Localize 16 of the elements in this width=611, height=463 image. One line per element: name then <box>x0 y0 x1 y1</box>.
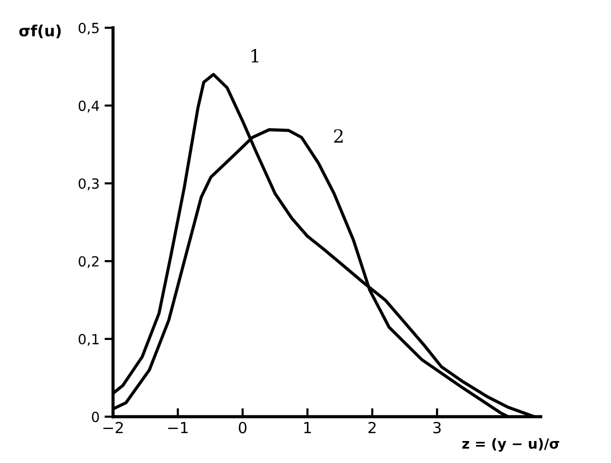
x-tick-label: −2 <box>103 422 123 434</box>
y-tick-label: 0,1 <box>78 334 99 346</box>
y-tick-label: 0,5 <box>78 22 99 35</box>
y-axis-title: σf(u) <box>19 24 61 38</box>
y-tick-label: 0 <box>92 412 99 422</box>
x-tick-label: −1 <box>168 422 188 434</box>
y-tick-label: 0,2 <box>78 256 98 268</box>
x-tick-label: 0 <box>238 422 246 434</box>
x-tick-label: 3 <box>433 422 441 434</box>
y-tick-label: 0,3 <box>78 178 99 190</box>
series-label: 1 <box>252 48 258 62</box>
series-label: 2 <box>334 129 343 143</box>
x-tick-label: 2 <box>368 422 376 434</box>
x-axis-title: z = (y − u)/σ <box>462 438 560 452</box>
x-tick-label: 1 <box>304 422 311 434</box>
y-tick-label: 0,4 <box>78 100 100 112</box>
